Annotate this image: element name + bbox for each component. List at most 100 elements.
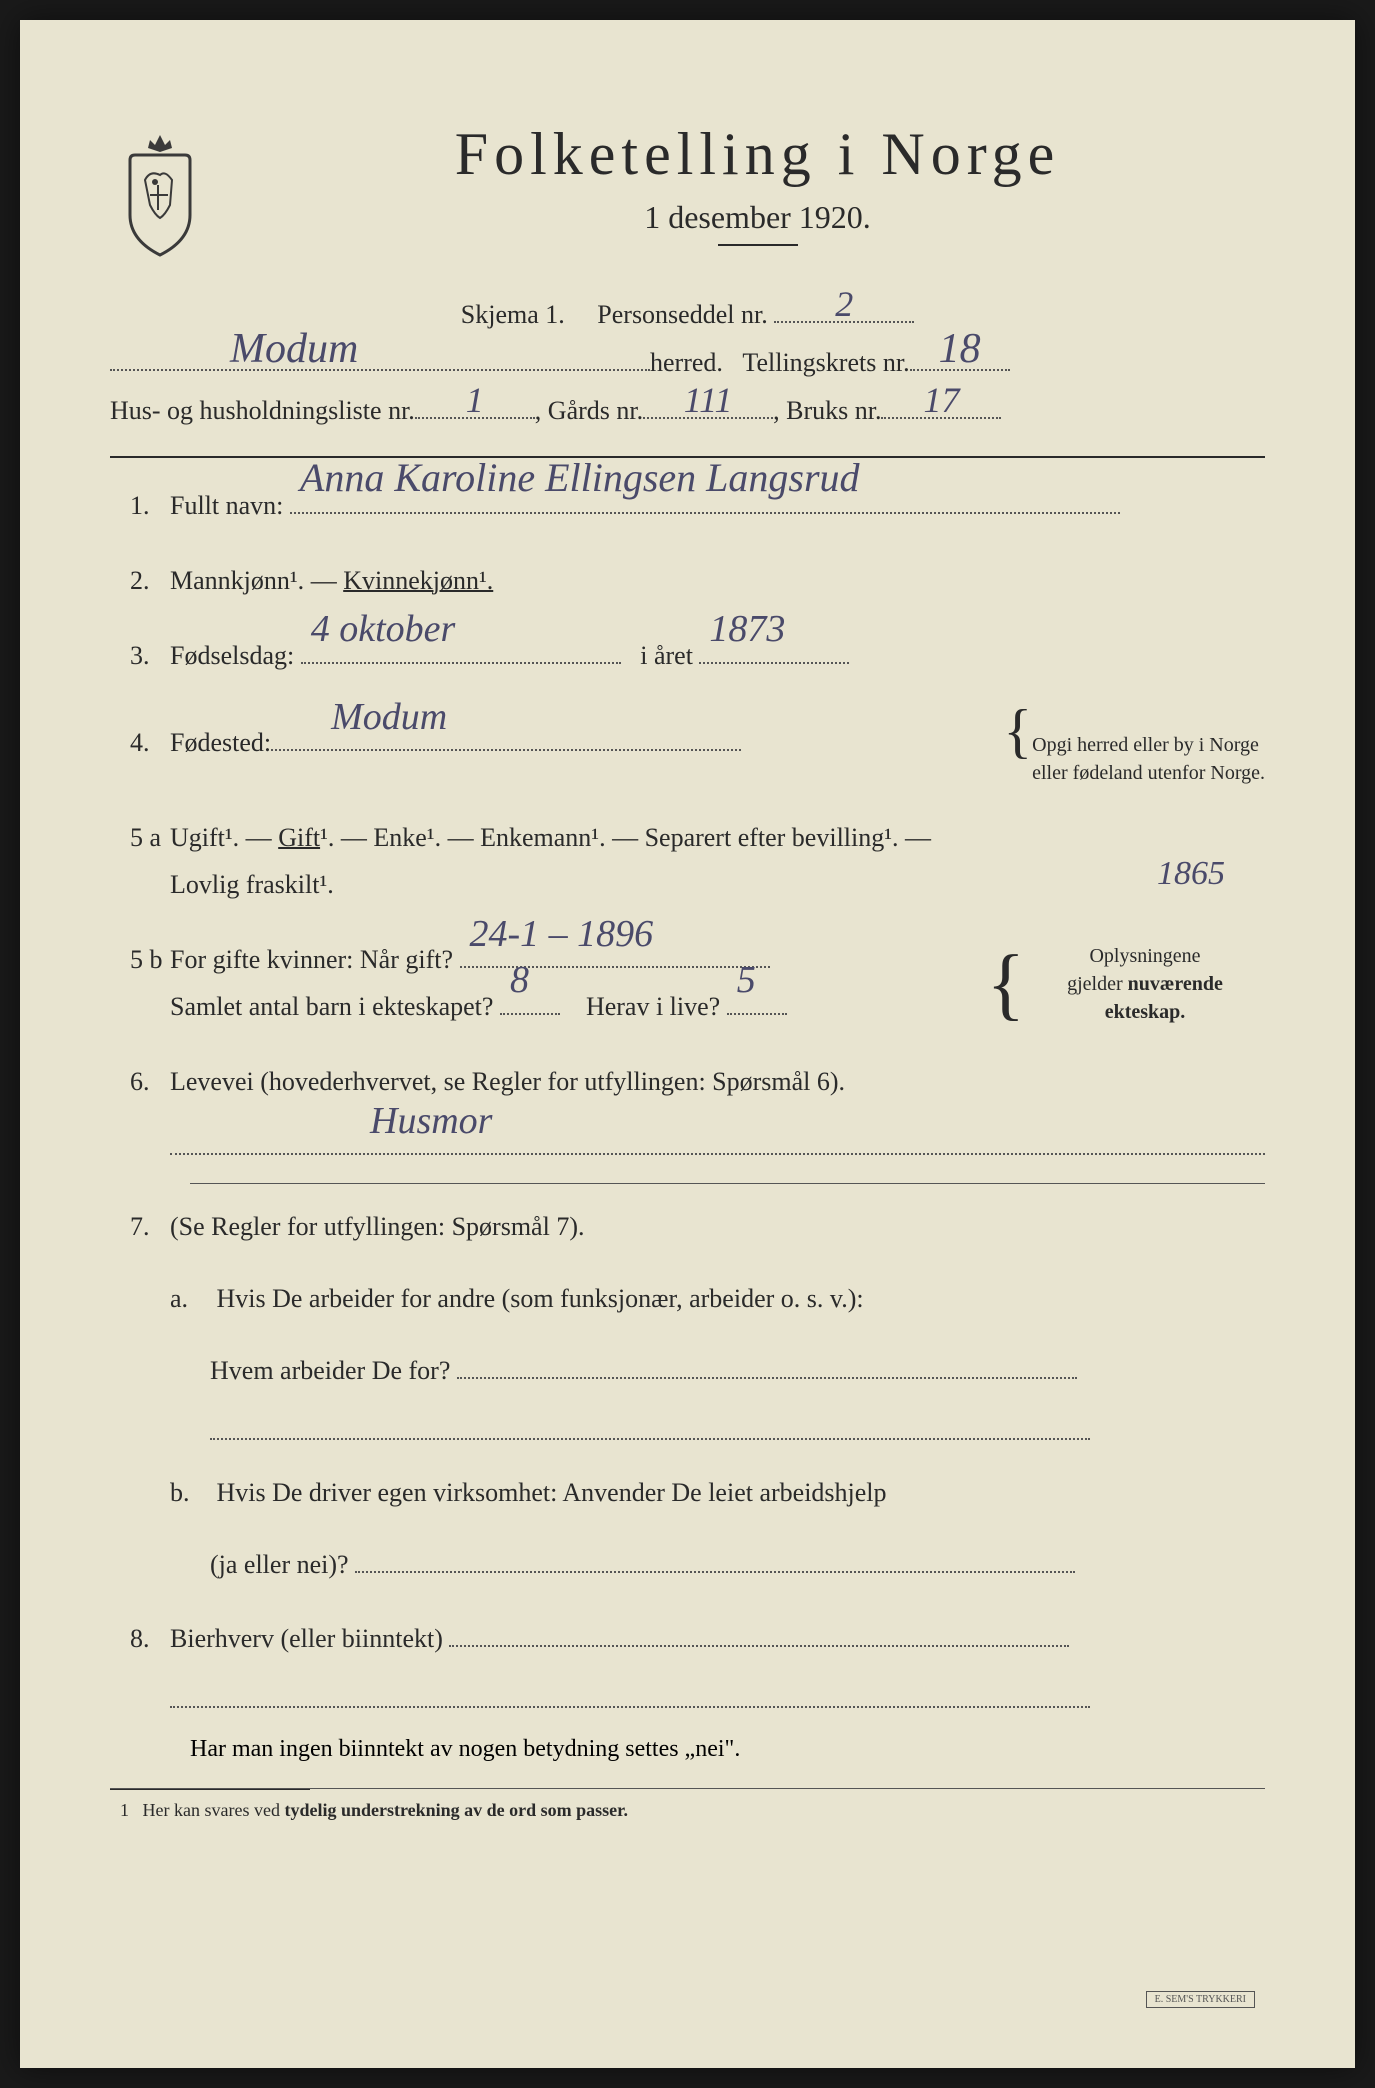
q7-num: 7.	[110, 1212, 170, 1242]
q6-field: Husmor	[170, 1125, 1265, 1155]
q4-brace-icon: {	[1003, 707, 1032, 755]
q7a-field	[457, 1377, 1077, 1379]
q1-num: 1.	[110, 491, 170, 521]
q5b-note-3: ekteskap.	[1105, 1001, 1186, 1023]
footnote: 1 Her kan svares ved tydelig understrekn…	[110, 1800, 1265, 1821]
q2-dash: —	[311, 566, 344, 595]
footnote-num: 1	[120, 1800, 129, 1820]
q5b-field1: 24-1 – 1896	[460, 966, 770, 968]
question-1: 1. Fullt navn: Anna Karoline Ellingsen L…	[110, 483, 1265, 530]
q3-label: Fødselsdag:	[170, 641, 294, 670]
bruks-value: 17	[923, 379, 959, 421]
husliste-label: Hus- og husholdningsliste nr.	[110, 396, 415, 426]
q8-label: Bierhverv (eller biinntekt)	[170, 1624, 443, 1653]
q4-field: Modum	[271, 749, 741, 751]
q7a-cont-line	[210, 1410, 1090, 1440]
question-7: 7. (Se Regler for utfyllingen: Spørsmål …	[110, 1204, 1265, 1588]
q5b-field3: 5	[727, 1013, 787, 1015]
q4-label: Fødested:	[170, 720, 271, 767]
q7a-line2: Hvem arbeider De for?	[210, 1348, 1265, 1395]
footer-note: Har man ingen biinntekt av nogen betydni…	[190, 1736, 1265, 1763]
herred-label: herred.	[650, 348, 723, 378]
q5b-label3: Herav i live?	[586, 992, 720, 1021]
form-meta: Skjema 1. Personseddel nr. 2 Modum herre…	[110, 300, 1265, 426]
q7b-text1: Hvis De driver egen virksomhet: Anvender…	[217, 1478, 887, 1507]
q3-day-value: 4 oktober	[311, 595, 456, 663]
q1-field: Anna Karoline Ellingsen Langsrud	[290, 512, 1120, 514]
question-8: 8. Bierhverv (eller biinntekt)	[110, 1616, 1265, 1708]
q5b-value2: 8	[510, 946, 529, 1014]
q4-note-2: eller fødeland utenfor Norge.	[1032, 762, 1265, 784]
footnote-text: Her kan svares ved tydelig understreknin…	[143, 1800, 629, 1820]
q6-label: Levevei (hovederhvervet, se Regler for u…	[170, 1067, 845, 1096]
q7b-line2: (ja eller nei)?	[210, 1542, 1265, 1589]
title-underline	[718, 244, 798, 246]
q4-num: 4.	[110, 728, 170, 758]
q2-mann: Mannkjønn¹.	[170, 566, 304, 595]
q2-num: 2.	[110, 566, 170, 596]
q3-day-field: 4 oktober	[301, 662, 621, 664]
question-4: 4. Fødested: Modum { Opgi herred eller b…	[110, 707, 1265, 787]
gards-field: 111	[643, 417, 773, 419]
q1-label: Fullt navn:	[170, 491, 283, 520]
q5b-label1: For gifte kvinner: Når gift?	[170, 945, 453, 974]
norwegian-crest-icon	[110, 130, 210, 260]
tellingskrets-field: 18	[910, 369, 1010, 371]
q4-note: Opgi herred eller by i Norge eller fødel…	[1032, 731, 1265, 787]
q7a-letter: a.	[170, 1276, 210, 1323]
gards-value: 111	[684, 379, 733, 421]
skjema-label: Skjema 1.	[461, 300, 565, 329]
q5a-options-2: Lovlig fraskilt¹.	[170, 870, 334, 899]
q8-cont-line	[170, 1678, 1090, 1708]
herred-value: Modum	[230, 325, 358, 373]
q5b-value3: 5	[737, 946, 756, 1014]
q1-value: Anna Karoline Ellingsen Langsrud	[300, 442, 860, 514]
printer-mark: E. SEM'S TRYKKERI	[1146, 1991, 1255, 2008]
meta-line-2: Modum herred. Tellingskrets nr. 18	[110, 348, 1265, 378]
question-6: 6. Levevei (hovederhvervet, se Regler fo…	[110, 1059, 1265, 1156]
q4-note-1: Opgi herred eller by i Norge	[1032, 734, 1259, 756]
husliste-value: 1	[466, 379, 484, 421]
bruks-label: , Bruks nr.	[773, 396, 881, 426]
q3-num: 3.	[110, 641, 170, 671]
q7b-letter: b.	[170, 1470, 210, 1517]
q6-value: Husmor	[370, 1087, 492, 1155]
q3-year-value: 1873	[709, 595, 785, 663]
header: Folketelling i Norge 1 desember 1920.	[110, 120, 1265, 260]
q5a-margin-note: 1865	[1157, 855, 1225, 893]
q3-year-field: 1873	[699, 662, 849, 664]
question-3: 3. Fødselsdag: 4 oktober i året 1873	[110, 633, 1265, 680]
personseddel-field: 2	[774, 321, 914, 323]
q7-label: (Se Regler for utfyllingen: Spørsmål 7).	[170, 1212, 584, 1241]
q6-num: 6.	[110, 1067, 170, 1097]
q7b: b. Hvis De driver egen virksomhet: Anven…	[170, 1470, 1265, 1589]
tellingskrets-label: Tellingskrets nr.	[742, 348, 909, 378]
q8-num: 8.	[110, 1624, 170, 1654]
bruks-field: 17	[881, 417, 1001, 419]
personseddel-label: Personseddel nr.	[597, 300, 767, 329]
main-title: Folketelling i Norge	[250, 120, 1265, 189]
question-5a: 5 a Ugift¹. — Gift¹. — Enke¹. — Enkemann…	[110, 815, 1265, 909]
q8-field	[449, 1645, 1069, 1647]
q7a-text2: Hvem arbeider De for?	[210, 1356, 450, 1385]
q2-kvinne: Kvinnekjønn¹.	[343, 566, 493, 595]
divider-2	[190, 1183, 1265, 1184]
q3-year-label: i året	[640, 641, 693, 670]
q5b-value1: 24-1 – 1896	[470, 900, 654, 968]
q7a: a. Hvis De arbeider for andre (som funks…	[170, 1276, 1265, 1440]
husliste-field: 1	[415, 417, 535, 419]
census-form-page: Folketelling i Norge 1 desember 1920. Sk…	[20, 20, 1355, 2068]
q5b-note-1: Oplysningene	[1089, 945, 1200, 967]
q7b-text2: (ja eller nei)?	[210, 1550, 349, 1579]
subtitle: 1 desember 1920.	[250, 199, 1265, 236]
title-block: Folketelling i Norge 1 desember 1920.	[250, 120, 1265, 246]
q5a-options: Ugift¹. — Gift¹. — Enke¹. — Enkemann¹. —…	[170, 823, 931, 852]
q5a-num: 5 a	[110, 823, 170, 853]
personseddel-value: 2	[835, 283, 853, 325]
q5b-note-2: gjelder nuværende	[1067, 973, 1223, 995]
herred-field: Modum	[110, 369, 650, 371]
meta-line-3: Hus- og husholdningsliste nr. 1 , Gårds …	[110, 396, 1265, 426]
footnote-divider	[110, 1789, 310, 1790]
q7a-text1: Hvis De arbeider for andre (som funksjon…	[217, 1284, 864, 1313]
q5b-label2: Samlet antal barn i ekteskapet?	[170, 992, 493, 1021]
